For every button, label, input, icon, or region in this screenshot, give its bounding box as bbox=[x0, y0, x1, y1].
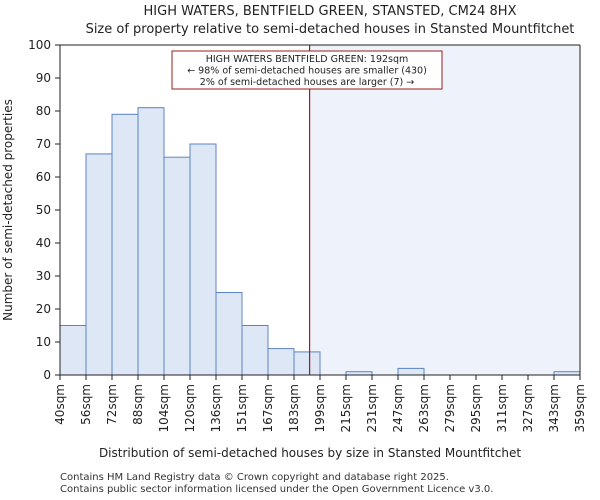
x-tick-label: 279sqm bbox=[443, 384, 457, 432]
annotation-line: HIGH WATERS BENTFIELD GREEN: 192sqm bbox=[206, 54, 409, 65]
x-tick-label: 359sqm bbox=[573, 384, 587, 432]
y-tick-label: 70 bbox=[36, 137, 51, 151]
plot-area: 0 10 20 30 40 50 60 70 80 90 100 40sqm 56sqm 72sqm 88s… bbox=[28, 38, 587, 432]
footer-licence: Contains public sector information licen… bbox=[60, 484, 494, 495]
bar bbox=[189, 143, 217, 376]
y-tick-label: 0 bbox=[43, 368, 51, 382]
x-tick-label: 295sqm bbox=[469, 384, 483, 432]
x-tick-label: 151sqm bbox=[235, 384, 249, 432]
x-tick-label: 231sqm bbox=[365, 384, 379, 432]
annotation-line: 2% of semi-detached houses are larger (7… bbox=[200, 77, 414, 88]
annotation-line: ← 98% of semi-detached houses are smalle… bbox=[187, 66, 427, 77]
x-tick-label: 40sqm bbox=[53, 384, 67, 425]
x-tick-label: 199sqm bbox=[313, 384, 327, 432]
bar bbox=[397, 367, 425, 376]
bar bbox=[215, 292, 243, 376]
y-tick-label: 90 bbox=[36, 71, 51, 85]
x-tick-label: 247sqm bbox=[391, 384, 405, 432]
chart-subtitle: Size of property relative to semi-detach… bbox=[86, 22, 575, 37]
x-tick-label: 56sqm bbox=[79, 384, 93, 425]
bar bbox=[267, 348, 295, 376]
x-tick-label: 72sqm bbox=[105, 384, 119, 425]
bar bbox=[163, 156, 191, 376]
bar bbox=[241, 325, 269, 376]
x-tick-label: 120sqm bbox=[183, 384, 197, 432]
y-tick-label: 60 bbox=[36, 170, 51, 184]
x-tick-label: 263sqm bbox=[417, 384, 431, 432]
bar bbox=[137, 107, 165, 376]
y-tick-label: 50 bbox=[36, 203, 51, 217]
highlight-region bbox=[309, 45, 580, 375]
y-tick-label: 30 bbox=[36, 269, 51, 283]
x-tick-label: 311sqm bbox=[495, 384, 509, 432]
x-tick-label: 88sqm bbox=[131, 384, 145, 425]
x-tick-label: 327sqm bbox=[521, 384, 535, 432]
x-tick-label: 343sqm bbox=[547, 384, 561, 432]
x-tick-label: 136sqm bbox=[209, 384, 223, 432]
y-tick-label: 100 bbox=[28, 38, 51, 52]
y-axis-label: Number of semi-detached properties bbox=[1, 99, 15, 321]
x-tick-label: 104sqm bbox=[157, 384, 171, 432]
y-tick-label: 80 bbox=[36, 104, 51, 118]
bar bbox=[293, 351, 321, 376]
bar bbox=[111, 113, 139, 376]
chart-title: HIGH WATERS, BENTFIELD GREEN, STANSTED, … bbox=[144, 4, 517, 19]
annotation-box bbox=[171, 50, 443, 90]
x-tick-label: 215sqm bbox=[339, 384, 353, 432]
y-tick-label: 40 bbox=[36, 236, 51, 250]
bar bbox=[59, 325, 87, 376]
x-axis-label: Distribution of semi-detached houses by … bbox=[99, 446, 521, 460]
y-tick-label: 20 bbox=[36, 302, 51, 316]
footer-copyright: Contains HM Land Registry data © Crown c… bbox=[60, 472, 449, 483]
x-tick-label: 183sqm bbox=[287, 384, 301, 432]
bar bbox=[85, 153, 113, 376]
y-tick-label: 10 bbox=[36, 335, 51, 349]
x-tick-label: 167sqm bbox=[261, 384, 275, 432]
